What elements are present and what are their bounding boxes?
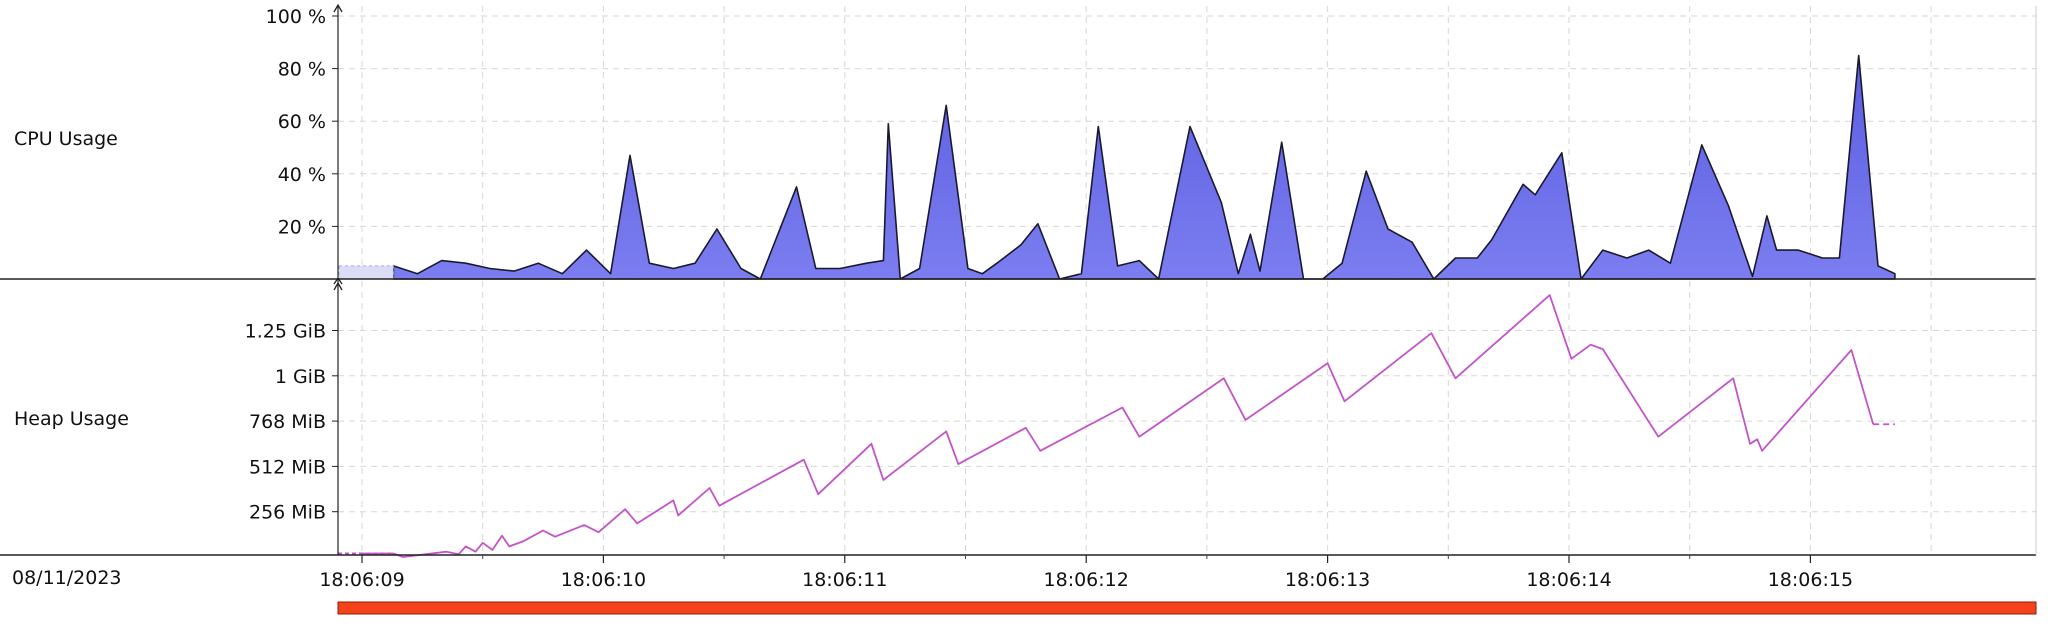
heap-line-series — [362, 294, 1875, 558]
x-tick-label: 18:06:09 — [319, 569, 404, 591]
x-tick-label: 18:06:11 — [802, 569, 887, 591]
x-tick-label: 18:06:15 — [1768, 569, 1853, 591]
x-axis: 18:06:09 18:06:10 18:06:11 18:06:12 18:06:13… — [319, 555, 1853, 591]
date-label: 08/11/2023 — [12, 567, 122, 589]
cpu-usage-label: CPU Usage — [14, 128, 118, 150]
grid-lines — [338, 6, 2036, 555]
heap-axis-arrow — [333, 281, 343, 291]
heap-y-tick-label: 256 MiB — [249, 502, 326, 524]
time-range-bar[interactable] — [337, 601, 2037, 615]
axis-break-mark — [333, 276, 343, 285]
x-tick-label: 18:06:12 — [1044, 569, 1129, 591]
cpu-leading-hatch — [338, 265, 394, 280]
axes: 20 % 40 % 60 % 80 % 100 % 256 MiB 512 MiB 768 M… — [0, 3, 2037, 556]
cpu-y-tick-label: 80 % — [278, 59, 326, 81]
heap-chart — [338, 294, 1895, 558]
x-tick-label: 18:06:13 — [1285, 569, 1370, 591]
cpu-area-series — [392, 54, 1896, 280]
heap-usage-label: Heap Usage — [14, 408, 129, 430]
cpu-y-tick-label: 60 % — [278, 111, 326, 133]
x-tick-label: 18:06:10 — [561, 569, 646, 591]
cpu-axis-arrow — [333, 3, 343, 13]
cpu-y-tick-label: 40 % — [278, 164, 326, 186]
cpu-chart — [338, 54, 1896, 280]
heap-y-tick-label: 512 MiB — [249, 456, 326, 478]
heap-y-tick-label: 768 MiB — [249, 411, 326, 433]
cpu-y-tick-label: 100 % — [266, 6, 326, 28]
cpu-y-tick-label: 20 % — [278, 216, 326, 238]
heap-y-tick-label: 1.25 GiB — [245, 321, 326, 343]
heap-y-tick-label: 1 GiB — [275, 366, 326, 388]
x-tick-label: 18:06:14 — [1526, 569, 1611, 591]
